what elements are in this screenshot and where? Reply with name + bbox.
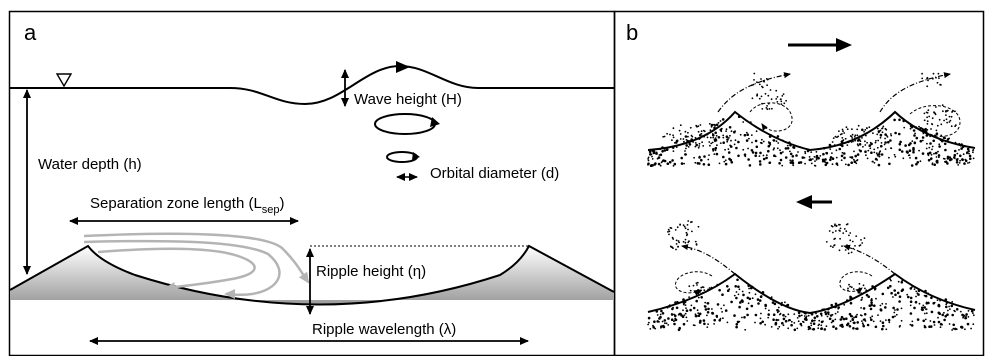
water-level-triangle-icon [55,73,73,88]
flow-line-upper [83,232,310,284]
orbital-diameter-label: Orbital diameter (d) [430,165,559,182]
orbital-ellipse-large-arrowhead [430,117,440,127]
orbital-ellipse-large [374,113,436,135]
ripple-height-label: Ripple height (η) [316,263,426,280]
upper-ripple-sediment [647,115,975,167]
flow-direction-left-arrow [796,195,832,209]
water-surface [10,64,614,106]
orbital-ellipse-small-arrowhead [412,152,420,160]
flow-line-middle [83,239,281,300]
upper-suspended-particles [662,72,957,148]
ripple-wavelength-label: Ripple wavelength (λ) [312,321,456,338]
wave-direction-arrowhead [396,61,410,73]
upper-ripple-profile [647,110,976,152]
ripple-sediment-shading [10,246,614,305]
separation-zone-label: Separation zone length (Lsep) [90,195,285,216]
flow-direction-right-arrow [788,38,852,52]
ripple-profile [9,244,615,306]
panel-b-letter: b [626,20,638,45]
lower-suspended-particles [667,220,868,294]
lower-ripple-profile [647,272,976,315]
upper-vortex-loops [749,102,961,137]
lower-ripple-sediment [647,278,975,332]
panel-a-letter: a [24,20,37,45]
lower-suspension-trails [681,244,896,275]
wave-height-label: Wave height (H) [354,91,462,108]
flow-line-lower [97,247,256,293]
lower-vortex-loops [674,271,873,296]
upper-suspension-trails [717,72,951,113]
separation-flow-lines [83,232,310,300]
water-depth-label: Water depth (h) [38,156,142,173]
